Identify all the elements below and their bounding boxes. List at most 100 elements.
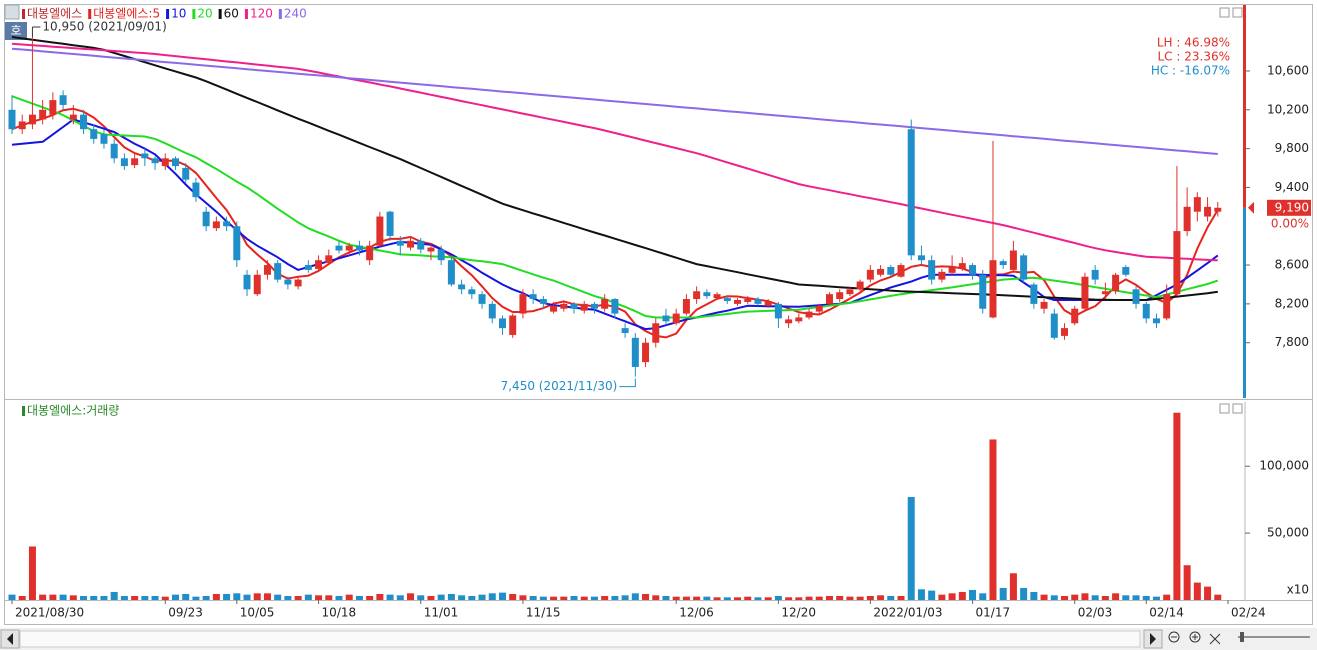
menu-icon[interactable] <box>4 4 20 20</box>
candle-body <box>969 265 977 275</box>
price-tag-label: 9,190 <box>1275 200 1309 214</box>
volume-bar <box>386 594 394 600</box>
legend-swatch <box>244 9 248 19</box>
panel-button[interactable] <box>1232 7 1243 18</box>
volume-bar <box>1214 594 1222 600</box>
volume-bar <box>120 595 128 600</box>
volume-bar <box>304 594 312 600</box>
volume-bar <box>80 595 88 600</box>
candle-body <box>151 158 159 164</box>
volume-bar <box>141 595 149 600</box>
volume-bar <box>1204 586 1212 600</box>
candle-body <box>642 342 650 363</box>
volume-bar <box>621 595 629 600</box>
volume-bar <box>498 592 506 600</box>
candle-body <box>805 311 813 318</box>
candle-body <box>478 294 486 304</box>
volume-bar <box>1142 595 1150 600</box>
candle-body <box>529 294 537 300</box>
candle-body <box>979 274 987 309</box>
badge-box <box>5 22 27 40</box>
candle-body <box>723 298 731 301</box>
candle-body <box>243 274 251 290</box>
candle-body <box>192 182 200 198</box>
volume-bar <box>713 597 721 600</box>
candle-body <box>877 268 885 275</box>
volume-bar <box>1030 591 1038 600</box>
volume-bar <box>458 595 466 600</box>
candle-body <box>110 143 118 159</box>
candle-body <box>90 129 98 139</box>
volume-bar <box>877 595 885 600</box>
axis-bar-up <box>1243 5 1246 208</box>
volume-bar <box>631 593 639 600</box>
candle-body <box>263 265 271 275</box>
volume-bar <box>478 594 486 600</box>
volume-bar <box>427 595 435 600</box>
high-label: 10,950 (2021/09/01) <box>42 20 166 34</box>
volume-bar <box>18 595 26 600</box>
volume-bar <box>182 593 190 600</box>
candle-body <box>202 211 210 227</box>
candle-body <box>856 281 864 290</box>
fit-icon[interactable] <box>1209 633 1221 645</box>
volume-bar <box>468 595 476 600</box>
panel-button[interactable] <box>1219 7 1230 18</box>
volume-bar <box>345 594 353 600</box>
volume-bar <box>580 596 588 600</box>
volume-bar <box>754 597 762 600</box>
badge: 호 <box>10 24 21 38</box>
panel-button[interactable] <box>1232 403 1243 414</box>
candle-body <box>100 134 108 144</box>
high-pointer <box>31 26 41 38</box>
volume-bar <box>601 595 609 600</box>
scroll-thumb[interactable] <box>19 630 1141 648</box>
panel-button[interactable] <box>1219 403 1230 414</box>
volume-bar <box>560 596 568 600</box>
candle-body <box>39 109 47 120</box>
candle-body <box>376 216 384 246</box>
candle-body <box>488 303 496 319</box>
candle-body <box>1204 206 1212 217</box>
candle-body <box>355 245 363 251</box>
volume-bar <box>253 593 261 600</box>
zoom-out[interactable] <box>1168 631 1180 643</box>
candle-body <box>887 267 895 275</box>
volume-bar <box>897 595 905 600</box>
legend-label: 120 <box>250 7 273 21</box>
x-tick-label: 01/17 <box>976 606 1011 620</box>
candle-body <box>80 114 88 130</box>
candle-body <box>212 221 220 229</box>
volume-bar <box>223 593 231 600</box>
zoom-in[interactable] <box>1189 631 1201 643</box>
x-tick-label: 11/01 <box>424 606 459 620</box>
y-tick-label: 9,800 <box>1275 141 1309 155</box>
volume-bar <box>917 589 925 600</box>
candle-body <box>274 263 282 280</box>
volume-bar <box>693 596 701 600</box>
volume-unit: x10 <box>1287 583 1309 597</box>
candle-body <box>335 245 343 251</box>
x-tick-label: 2022/01/03 <box>873 606 942 620</box>
volume-bar <box>723 597 731 600</box>
volume-bar <box>948 593 956 600</box>
zoom-handle[interactable] <box>1240 632 1244 642</box>
ma-line <box>11 36 1218 301</box>
volume-bar <box>1152 596 1160 600</box>
volume-bar <box>1061 595 1069 600</box>
scrollbar <box>0 628 1317 650</box>
y-tick-label: 10,600 <box>1267 63 1309 77</box>
legend-label: 20 <box>197 7 212 21</box>
candle-body <box>1142 303 1150 319</box>
volume-bar <box>59 594 67 600</box>
candle-body <box>621 328 629 333</box>
volume-bar <box>407 593 415 600</box>
volume-bar <box>529 595 537 600</box>
volume-bar <box>703 596 711 600</box>
stat-text: LH : 46.98% <box>1157 36 1230 50</box>
volume-bar <box>550 596 558 600</box>
axis-bar-down <box>1243 207 1246 398</box>
volume-bar <box>90 595 98 600</box>
volume-bar <box>284 595 292 600</box>
candle-body <box>1132 289 1140 304</box>
